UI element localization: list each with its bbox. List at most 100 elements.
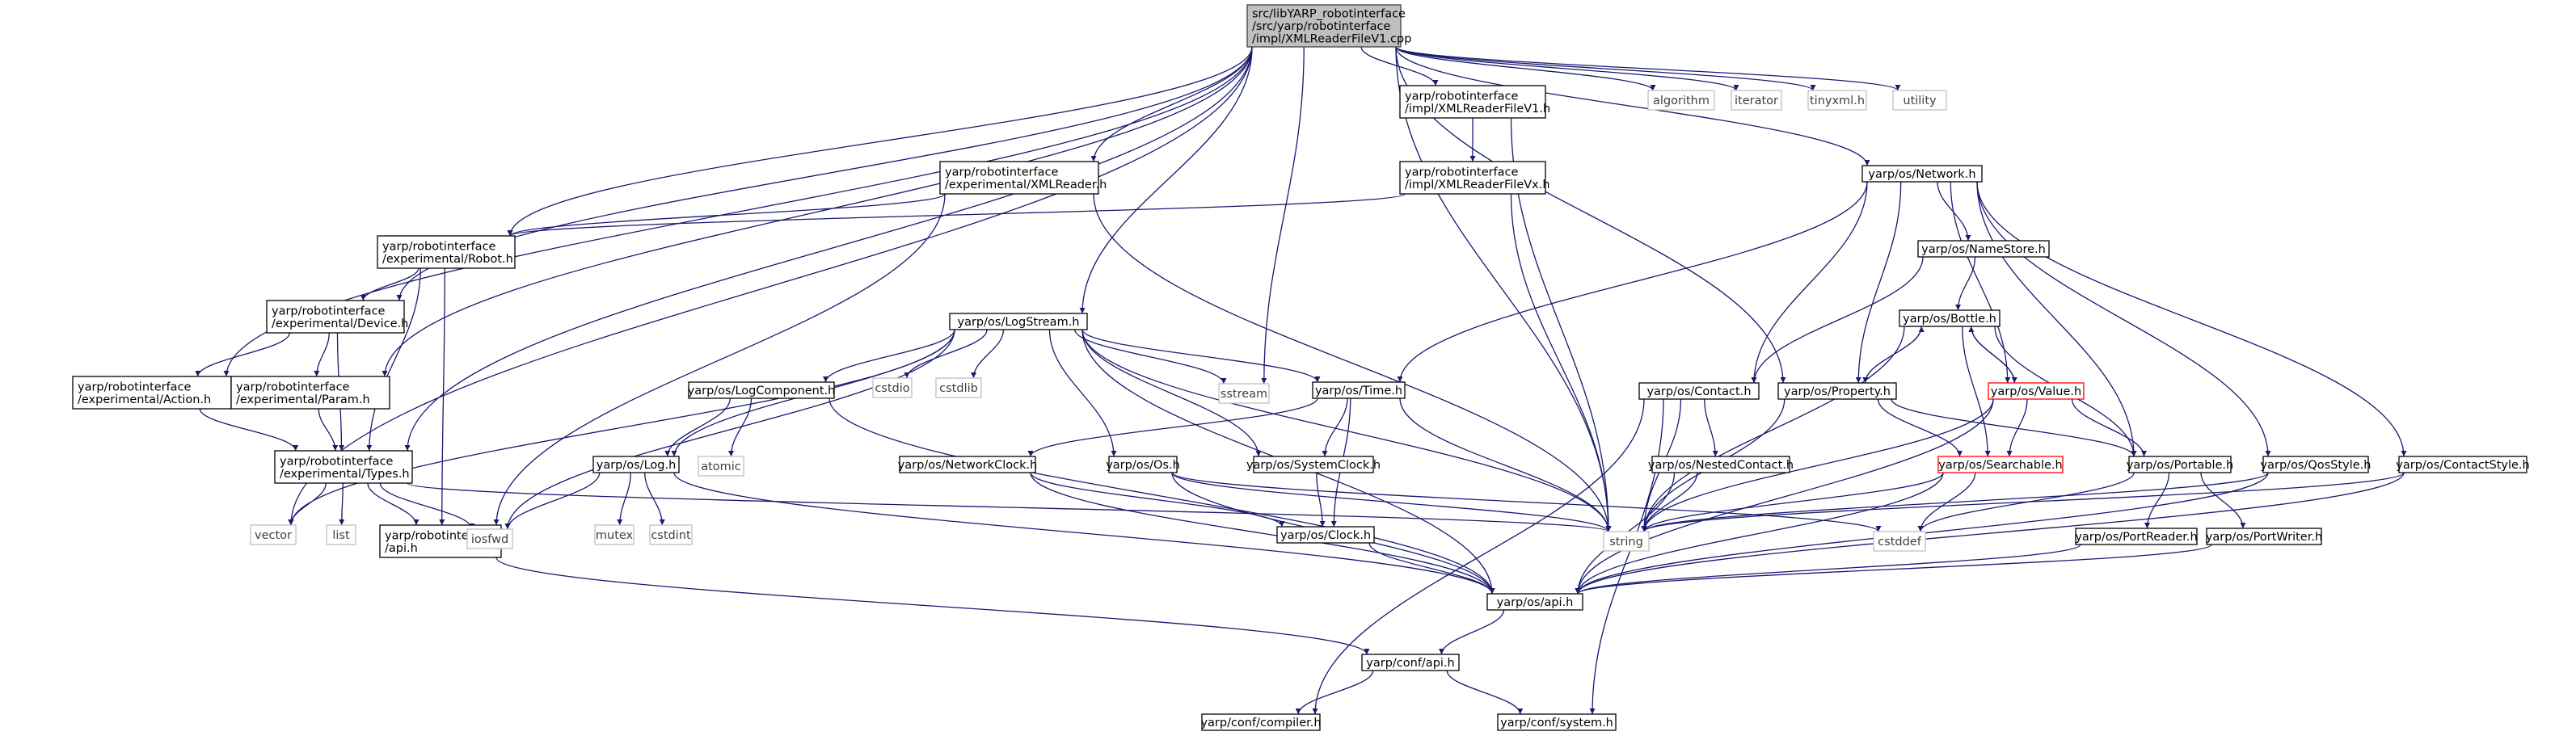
- node-label: yarp/robotinterface: [1405, 90, 1519, 103]
- node-netclock[interactable]: yarp/os/NetworkClock.h: [898, 456, 1038, 473]
- node-label: /experimental/Param.h: [236, 393, 370, 406]
- edge-root-to-tinyxml: [1395, 46, 1816, 91]
- node-vector[interactable]: vector: [250, 524, 297, 545]
- node-xmlreader[interactable]: yarp/robotinterface/experimental/XMLRead…: [939, 161, 1107, 195]
- node-label: atomic: [701, 460, 741, 473]
- node-clock[interactable]: yarp/os/Clock.h: [1276, 526, 1375, 544]
- node-cstdint[interactable]: cstdint: [649, 524, 693, 545]
- node-param[interactable]: yarp/robotinterface/experimental/Param.h: [230, 376, 390, 410]
- node-box: [2075, 528, 2198, 545]
- node-algorithm[interactable]: algorithm: [1647, 90, 1715, 111]
- node-confapi[interactable]: yarp/conf/api.h: [1361, 654, 1460, 671]
- edge-portable-to-portreader: [2144, 472, 2170, 529]
- node-bottle[interactable]: yarp/os/Bottle.h: [1899, 309, 2001, 327]
- node-label: yarp/conf/compiler.h: [1200, 717, 1321, 729]
- node-atomic[interactable]: atomic: [698, 456, 744, 477]
- node-tinyxml[interactable]: tinyxml.h: [1807, 90, 1867, 111]
- node-box: [326, 524, 356, 545]
- node-box: [1638, 382, 1760, 400]
- node-label: yarp/robotinterface: [1405, 166, 1519, 179]
- edge-types-to-string: [407, 482, 1612, 532]
- node-logstream[interactable]: yarp/os/LogStream.h: [949, 313, 1088, 330]
- node-iterator[interactable]: iterator: [1731, 90, 1782, 111]
- node-box: [2262, 456, 2369, 473]
- node-nestedcontact[interactable]: yarp/os/NestedContact.h: [1648, 456, 1794, 473]
- edge-netclock-to-osapi: [1030, 472, 1495, 595]
- edge-network-to-value: [1950, 181, 2011, 384]
- edge-logstream-to-logcomp: [823, 329, 955, 383]
- node-box: [1399, 85, 1546, 119]
- node-portreader[interactable]: yarp/os/PortReader.h: [2075, 528, 2198, 545]
- node-cstddef[interactable]: cstddef: [1873, 531, 1926, 552]
- node-cstdio[interactable]: cstdio: [872, 377, 913, 398]
- node-sstream[interactable]: sstream: [1218, 383, 1270, 404]
- node-box: [2206, 528, 2322, 545]
- node-box: [2128, 456, 2232, 473]
- node-label: /impl/XMLReaderFileV1.h: [1405, 103, 1550, 116]
- node-network[interactable]: yarp/os/Network.h: [1861, 165, 1983, 183]
- edge-device-to-param: [314, 332, 330, 377]
- node-iosfwd[interactable]: iosfwd: [466, 528, 513, 549]
- node-box: [230, 376, 390, 410]
- node-searchable[interactable]: yarp/os/Searchable.h: [1937, 456, 2064, 473]
- node-label: yarp/os/Clock.h: [1280, 529, 1371, 542]
- node-xmlvxh[interactable]: yarp/robotinterface/impl/XMLReaderFileVx…: [1399, 161, 1550, 195]
- edge-xmlreader-to-robot: [507, 193, 946, 237]
- node-log[interactable]: yarp/os/Log.h: [592, 456, 680, 473]
- node-string[interactable]: string: [1603, 531, 1650, 552]
- node-xmlv1h[interactable]: yarp/robotinterface/impl/XMLReaderFileV1…: [1399, 85, 1550, 119]
- node-list[interactable]: list: [326, 524, 356, 545]
- edge-robot-to-riapi: [439, 267, 445, 526]
- node-box: [688, 381, 835, 399]
- node-os[interactable]: yarp/os/Os.h: [1106, 456, 1180, 473]
- node-label: yarp/os/PortWriter.h: [2206, 531, 2322, 544]
- node-contact[interactable]: yarp/os/Contact.h: [1638, 382, 1760, 400]
- edge-root-to-sstream: [1261, 46, 1305, 385]
- edge-network-to-contactstyle: [1976, 181, 2407, 457]
- node-label: /experimental/Types.h: [280, 468, 410, 481]
- edge-types-to-list: [339, 482, 345, 526]
- node-box: [266, 300, 405, 334]
- node-types[interactable]: yarp/robotinterface/experimental/Types.h: [274, 450, 413, 484]
- edge-qosstyle-to-string: [1641, 472, 2269, 532]
- node-box: [939, 161, 1099, 195]
- node-system[interactable]: yarp/conf/system.h: [1497, 713, 1617, 731]
- node-label: yarp/os/NestedContact.h: [1648, 459, 1794, 472]
- node-logcomp[interactable]: yarp/os/LogComponent.h: [688, 381, 836, 399]
- edge-value-to-bottle: [1968, 326, 2015, 384]
- node-time[interactable]: yarp/os/Time.h: [1312, 381, 1406, 399]
- node-mutex[interactable]: mutex: [594, 524, 635, 545]
- node-value[interactable]: yarp/os/Value.h: [1988, 382, 2085, 400]
- edge-logstream-to-string: [1081, 329, 1612, 532]
- node-contactstyle[interactable]: yarp/os/ContactStyle.h: [2396, 456, 2530, 473]
- node-box: [1807, 90, 1867, 111]
- node-compiler[interactable]: yarp/conf/compiler.h: [1200, 713, 1322, 731]
- node-namestore[interactable]: yarp/os/NameStore.h: [1917, 240, 2050, 258]
- node-label: iterator: [1735, 95, 1778, 107]
- node-device[interactable]: yarp/robotinterface/experimental/Device.…: [266, 300, 408, 334]
- node-qosstyle[interactable]: yarp/os/QosStyle.h: [2261, 456, 2372, 473]
- edge-time-to-sysclock: [1322, 397, 1348, 457]
- edge-os-to-string: [1171, 472, 1612, 532]
- node-label: /src/yarp/robotinterface: [1252, 20, 1390, 33]
- edge-riapi-to-confapi: [495, 557, 1370, 655]
- node-label: cstdlib: [939, 382, 978, 395]
- node-portable[interactable]: yarp/os/Portable.h: [2127, 456, 2233, 473]
- node-label: iosfwd: [471, 533, 508, 546]
- edge-network-to-qosstyle: [1976, 181, 2271, 457]
- edge-network-to-contact: [1751, 181, 1868, 384]
- node-sysclock[interactable]: yarp/os/SystemClock.h: [1246, 456, 1381, 473]
- node-property[interactable]: yarp/os/Property.h: [1777, 382, 1897, 400]
- node-osapi[interactable]: yarp/os/api.h: [1486, 593, 1583, 611]
- node-box: [649, 524, 693, 545]
- node-cstdlib[interactable]: cstdlib: [935, 377, 982, 398]
- node-portwriter[interactable]: yarp/os/PortWriter.h: [2206, 528, 2322, 545]
- node-action[interactable]: yarp/robotinterface/experimental/Action.…: [72, 376, 232, 410]
- node-utility[interactable]: utility: [1892, 90, 1947, 111]
- node-label: yarp/conf/api.h: [1366, 657, 1454, 670]
- node-box: [377, 235, 516, 269]
- edge-logcomp-to-atomic: [728, 397, 753, 457]
- node-robot[interactable]: yarp/robotinterface/experimental/Robot.h: [377, 235, 516, 269]
- node-root[interactable]: src/libYARP_robotinterface/src/yarp/robo…: [1246, 4, 1411, 48]
